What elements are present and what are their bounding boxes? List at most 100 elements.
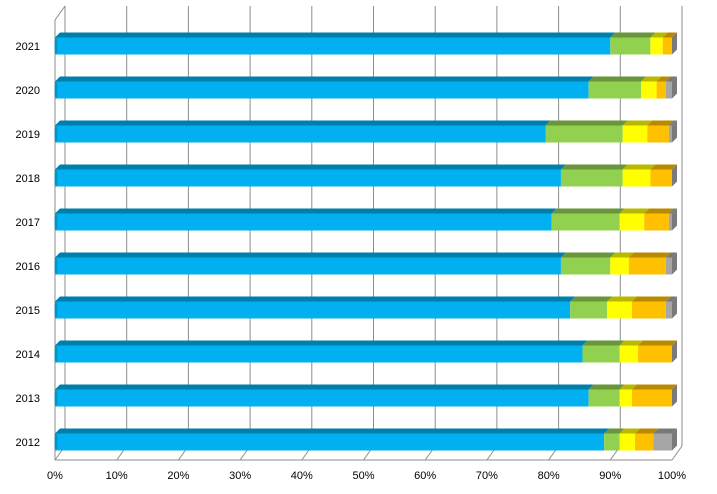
bar-segment: [638, 345, 672, 363]
bar-end-face: [672, 120, 677, 143]
bar-2020: [54, 76, 677, 99]
bar-2017: [54, 208, 677, 231]
bar-start-cap: [54, 345, 58, 363]
bar-segment: [665, 301, 672, 319]
bar-segment: [55, 125, 546, 143]
bar-segment-top: [634, 428, 659, 434]
bar-segment: [582, 345, 620, 363]
bar-segment: [644, 213, 669, 231]
bar-segment: [619, 389, 632, 407]
bar-segment-top: [607, 296, 637, 302]
bar-segment: [662, 37, 672, 55]
bar-segment-top: [665, 76, 677, 82]
bar-start-cap: [54, 37, 58, 55]
bar-segment: [604, 433, 620, 451]
bar-2018: [54, 164, 677, 187]
bar-segment: [650, 37, 663, 55]
bar-segment-top: [665, 296, 677, 302]
bar-start-cap: [54, 433, 58, 451]
bar-segment-top: [631, 384, 677, 390]
bar-2014: [54, 340, 677, 363]
bar-segment: [653, 433, 672, 451]
bar-segment: [570, 301, 608, 319]
bar-segment-top: [631, 296, 671, 302]
x-tick-label: 20%: [167, 470, 189, 482]
bar-segment: [628, 257, 666, 275]
x-tick-label: 60%: [414, 470, 436, 482]
bar-segment-top: [55, 296, 576, 302]
bar-end-face: [672, 252, 677, 275]
x-tick-label: 40%: [291, 470, 313, 482]
bar-segment-top: [582, 340, 625, 346]
bar-segment: [560, 169, 623, 187]
x-tick-label: 90%: [599, 470, 621, 482]
bar-end-face: [672, 384, 677, 407]
bar-segment: [560, 257, 611, 275]
bar-segment-top: [55, 384, 594, 390]
bar-segment-top: [551, 208, 625, 214]
bar-segment: [55, 345, 583, 363]
bar-segment-top: [610, 252, 634, 258]
bar-segment-top: [638, 340, 677, 346]
bar-end-face: [672, 296, 677, 319]
bar-start-cap: [54, 169, 58, 187]
bar-segment: [55, 81, 589, 99]
bar-2012: [54, 428, 677, 451]
category-labels: 2012 2013 2014 2015 2016 2017 2018 2019 2020 2021: [16, 41, 40, 449]
x-tick-label: 10%: [106, 470, 128, 482]
bar-segment: [619, 213, 645, 231]
floor-gridline: [671, 445, 683, 461]
bar-segment-top: [619, 340, 644, 346]
x-tick-label: 100%: [658, 470, 686, 482]
bar-segment: [551, 213, 620, 231]
category-label: 2014: [16, 349, 40, 361]
bar-segment-top: [622, 164, 656, 170]
category-label: 2016: [16, 261, 40, 273]
x-tick-label: 30%: [229, 470, 251, 482]
bar-segment-top: [604, 428, 625, 434]
bar-segment: [634, 433, 654, 451]
bar-segment: [631, 301, 666, 319]
bar-segment: [622, 125, 648, 143]
bar-end-face: [672, 76, 677, 99]
bar-segment-top: [545, 120, 628, 126]
bar-2013: [54, 384, 677, 407]
bar-2019: [54, 120, 677, 143]
bar-segment-top: [55, 164, 566, 170]
category-label: 2013: [16, 393, 40, 405]
bar-segment-top: [628, 252, 671, 258]
bar-segment-top: [619, 384, 637, 390]
bar-segment: [610, 257, 629, 275]
bar-segment-top: [622, 120, 653, 126]
bar-end-face: [672, 208, 677, 231]
x-tick-label: 80%: [538, 470, 560, 482]
bar-segment-top: [619, 428, 640, 434]
bar-segment: [650, 169, 672, 187]
bar-segment: [588, 81, 642, 99]
category-label: 2015: [16, 305, 40, 317]
bar-segment-top: [647, 120, 674, 126]
bar-segment-top: [55, 208, 557, 214]
bar-segment-top: [653, 428, 677, 434]
bar-segment-top: [656, 76, 671, 82]
bar-segment-top: [570, 296, 613, 302]
bar-segment-top: [650, 164, 677, 170]
bar-segment-top: [588, 384, 625, 390]
bar-segment: [656, 81, 666, 99]
bar-segment: [665, 81, 672, 99]
category-label: 2019: [16, 129, 40, 141]
bar-segment: [55, 433, 605, 451]
bar-segment-top: [644, 208, 674, 214]
bar-segment: [641, 81, 657, 99]
bar-segment: [665, 257, 672, 275]
bar-segment-top: [55, 120, 551, 126]
bar-segment-top: [665, 252, 677, 258]
bar-segment-top: [588, 76, 647, 82]
bar-2016: [54, 252, 677, 275]
bar-segment-top: [560, 164, 628, 170]
category-label: 2018: [16, 173, 40, 185]
bar-segment-top: [650, 32, 668, 38]
bar-segment: [631, 389, 672, 407]
bar-segment: [545, 125, 623, 143]
